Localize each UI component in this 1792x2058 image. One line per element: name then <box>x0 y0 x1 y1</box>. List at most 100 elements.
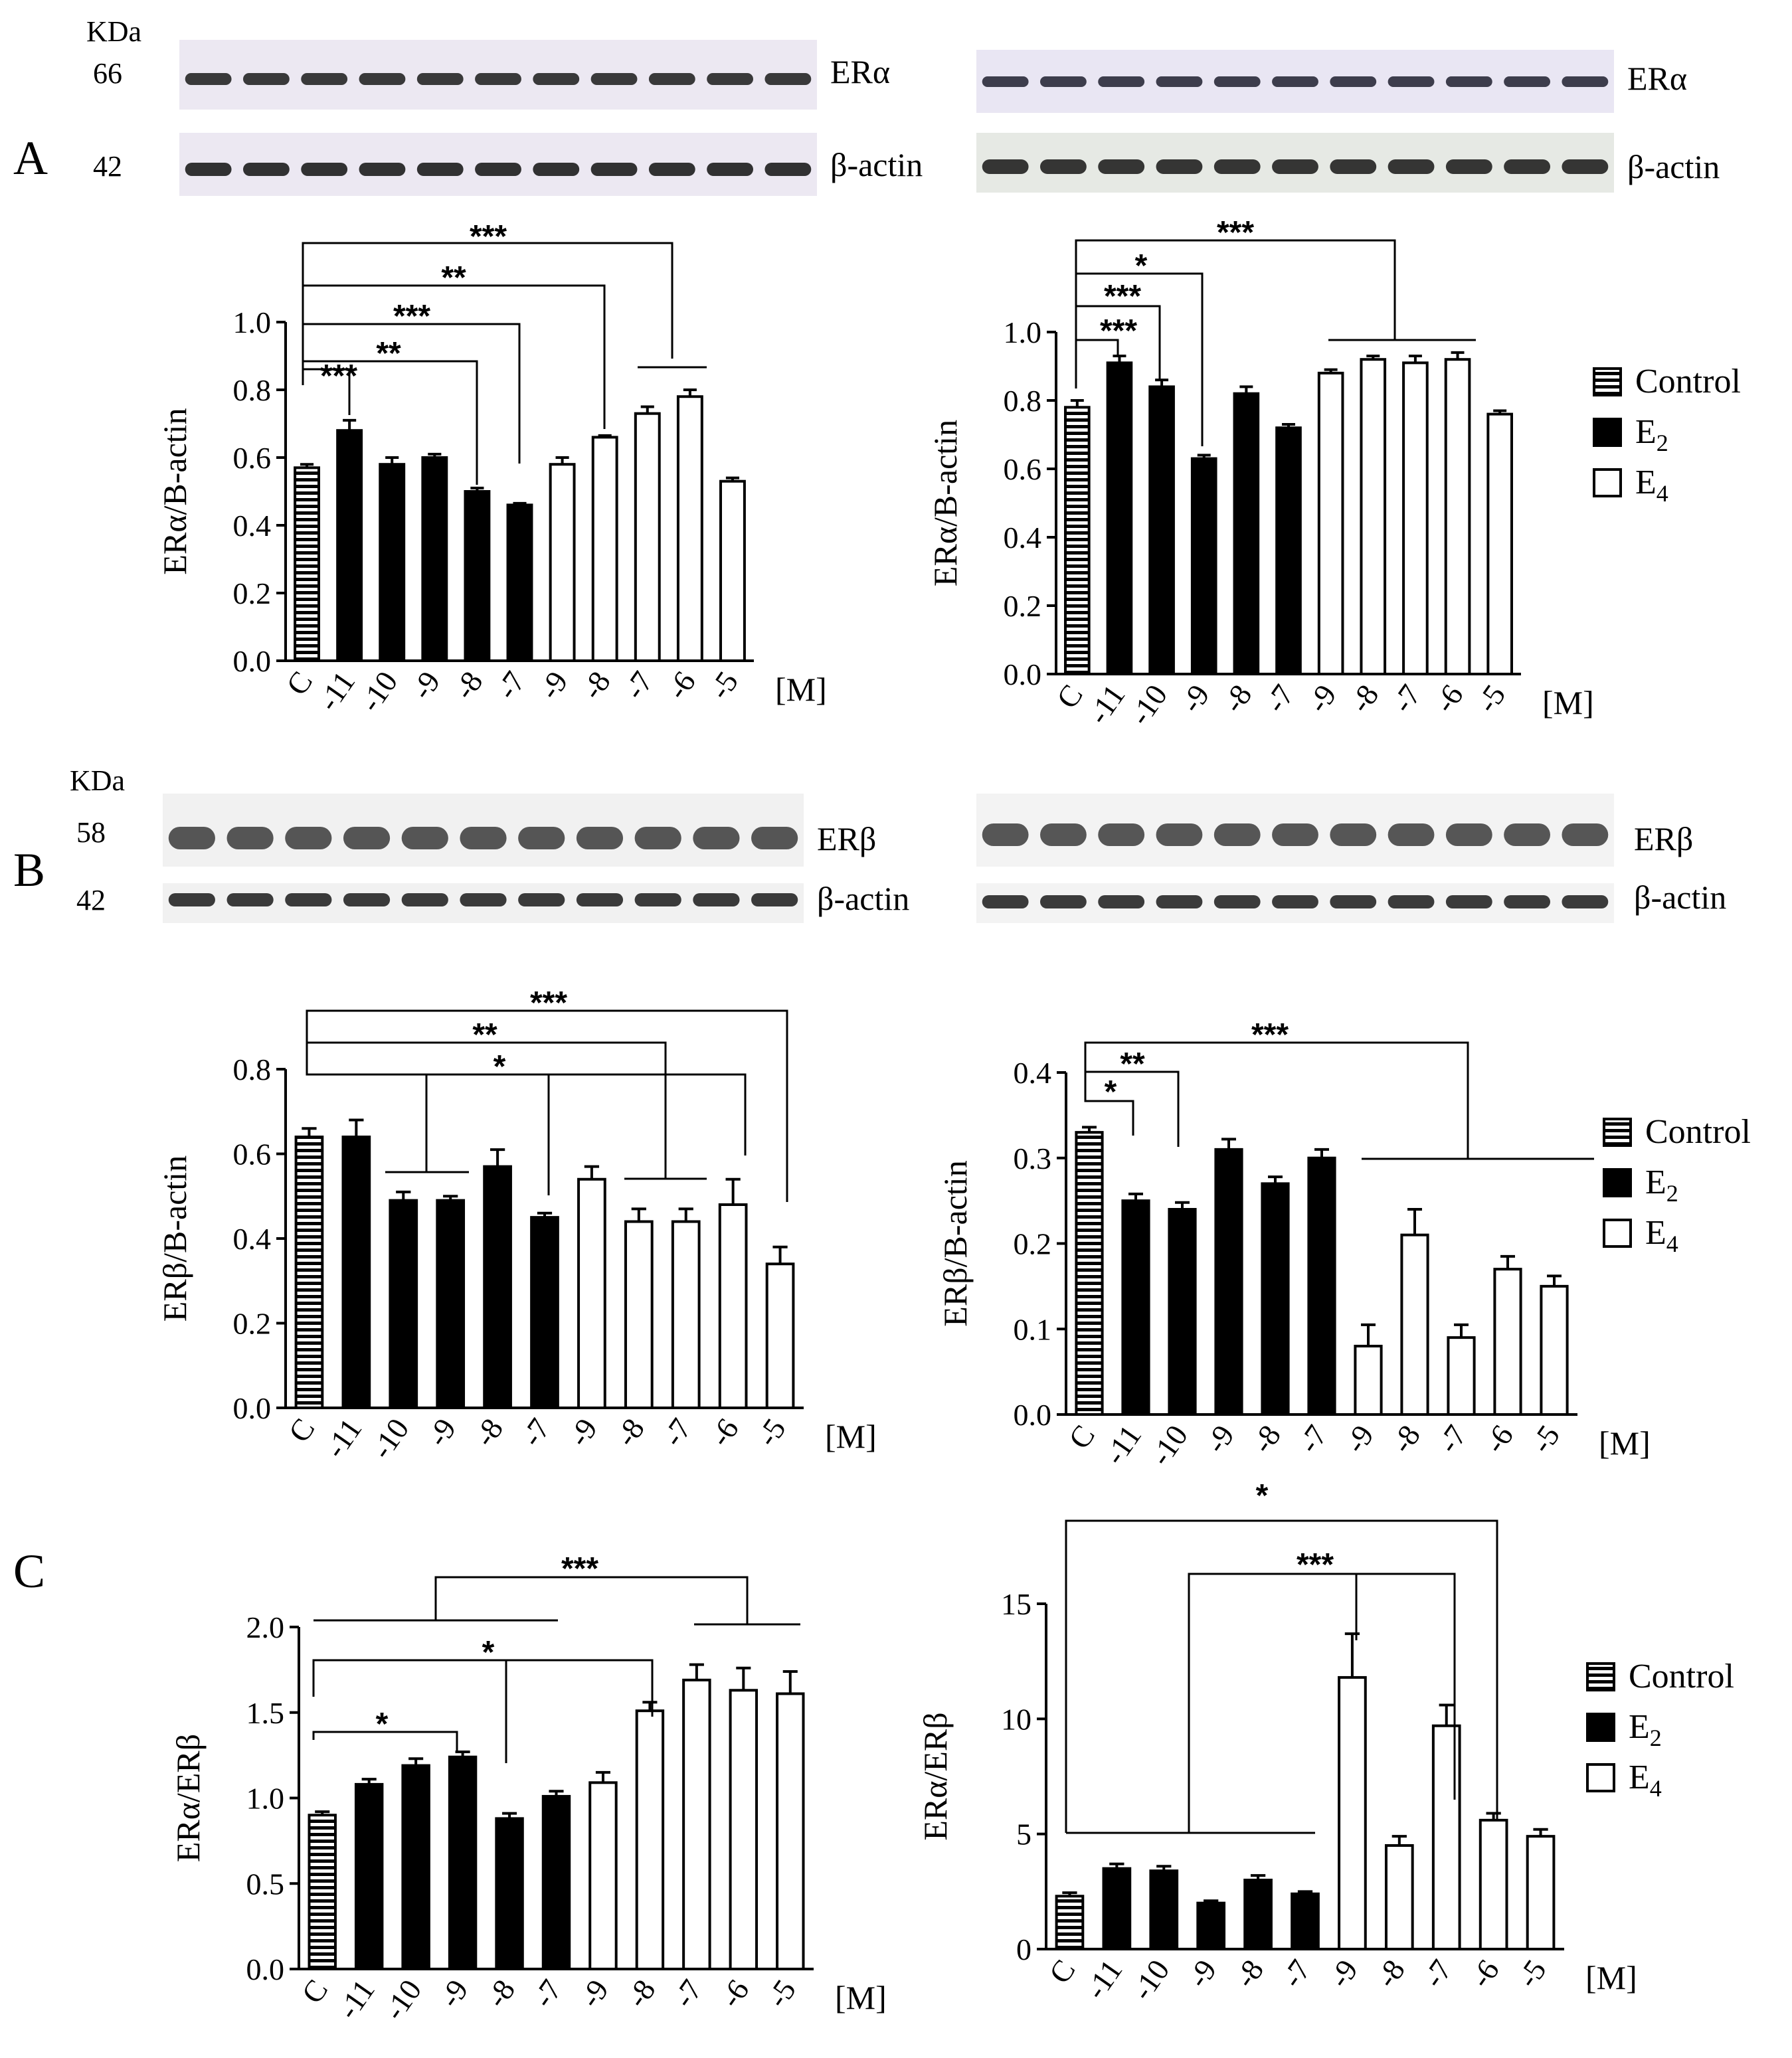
x-tick-label: -5 <box>702 665 745 705</box>
x-tick-label: -8 <box>608 1412 651 1452</box>
blot-band <box>1040 823 1087 846</box>
bands-top <box>185 73 812 85</box>
panel-label-c: C <box>13 1545 45 1598</box>
bar <box>1540 1284 1569 1416</box>
blot-band <box>590 163 638 176</box>
blot-band <box>1156 823 1203 846</box>
bar <box>1447 1336 1476 1416</box>
bar <box>591 436 618 663</box>
bar <box>729 1689 759 1970</box>
blot-band <box>243 163 290 176</box>
bar <box>1148 385 1175 676</box>
x-axis-label: [M] <box>775 671 827 708</box>
blot-band <box>168 893 215 906</box>
x-tick-label: -6 <box>1427 678 1470 719</box>
blot-band <box>982 76 1029 87</box>
bar <box>718 1203 748 1409</box>
sig-label: *** <box>1251 1017 1289 1053</box>
bar <box>1075 1131 1104 1416</box>
blot-band <box>343 827 391 849</box>
kda-bottom: 42 <box>76 884 106 916</box>
x-tick-label: -9 <box>573 1973 615 2014</box>
x-tick-label: -8 <box>1216 678 1259 719</box>
panel-label-b: B <box>13 843 45 897</box>
y-axis-label: ERβ/B-actin <box>156 1156 193 1322</box>
protein-bottom: β-actin <box>817 880 909 917</box>
y-tick-label: 1.0 <box>233 305 272 339</box>
y-axis-label: ERα/ERβ <box>169 1734 207 1862</box>
blot-band <box>1040 895 1087 908</box>
sig-label: * <box>1135 248 1148 284</box>
blot-band <box>518 893 565 906</box>
bar <box>354 1782 384 1970</box>
bar <box>1190 457 1217 675</box>
y-tick-label: 0.4 <box>1004 521 1042 555</box>
legend-subscript: 2 <box>1657 430 1668 456</box>
legend-subscript: 2 <box>1650 1725 1662 1751</box>
bar <box>421 456 448 662</box>
bar <box>1106 361 1133 675</box>
blot-band <box>416 163 464 176</box>
protein-top: ERβ <box>1634 820 1693 857</box>
bar <box>682 1678 711 1970</box>
bar <box>1261 1182 1290 1416</box>
legend-label: E4 <box>1635 464 1668 507</box>
bar <box>1233 392 1260 675</box>
blot-band <box>707 163 753 176</box>
blot-band <box>1272 823 1318 846</box>
bar <box>1478 1818 1508 1951</box>
x-tick-label: -9 <box>1181 1953 1223 1994</box>
x-tick-label: -10 <box>1125 1953 1176 2006</box>
blot-band <box>1562 159 1609 174</box>
blot-band <box>1098 159 1145 174</box>
x-tick-label: -8 <box>575 665 617 705</box>
legend-swatch <box>1593 418 1622 447</box>
x-tick-label: -11 <box>318 1412 369 1464</box>
bar <box>577 1177 606 1409</box>
bar <box>336 429 363 662</box>
x-axis-label: [M] <box>1542 684 1594 721</box>
bar <box>1168 1208 1197 1416</box>
legend-label: Control <box>1629 1658 1734 1695</box>
legend-swatch <box>1603 1219 1632 1248</box>
x-tick-label: -9 <box>420 1412 463 1452</box>
sig-label: ** <box>1120 1047 1145 1082</box>
blot-band <box>764 73 812 85</box>
blot-a-left: KDa 66 42 ERα β-actin <box>86 15 923 196</box>
bracket <box>312 1659 654 1717</box>
x-tick-label: -7 <box>514 1412 557 1452</box>
blot-band <box>401 827 448 849</box>
x-tick-label: -7 <box>1258 678 1300 719</box>
blot-band <box>1213 895 1261 908</box>
sig-label: ** <box>472 1017 497 1053</box>
y-tick-label: 5 <box>1016 1818 1031 1851</box>
blot-band <box>982 895 1029 908</box>
blot-band <box>590 73 638 85</box>
blot-band <box>764 163 812 176</box>
blot-band <box>576 827 624 849</box>
bracket <box>306 1041 667 1179</box>
x-tick-label: -7 <box>1275 1953 1317 1994</box>
x-tick-label: -9 <box>532 665 575 705</box>
blot-band <box>343 893 391 906</box>
y-tick-label: 0.8 <box>233 1053 272 1086</box>
protein-top: ERβ <box>817 820 876 857</box>
legend-label: Control <box>1645 1113 1751 1151</box>
bar <box>1275 426 1302 675</box>
x-axis-label: [M] <box>825 1418 877 1455</box>
y-axis-label: ERα/B-actin <box>927 420 964 586</box>
blot-band <box>982 159 1029 174</box>
blot-band <box>1562 895 1609 908</box>
legend-subscript: 4 <box>1666 1231 1678 1257</box>
sig-label: *** <box>1104 279 1141 314</box>
panel-label-a: A <box>13 131 48 185</box>
blot-band <box>1330 895 1377 908</box>
protein-top: ERα <box>1627 60 1687 97</box>
bar <box>1055 1895 1085 1950</box>
bar <box>765 1262 795 1409</box>
x-tick-label: -5 <box>1470 678 1512 719</box>
y-tick-label: 1.5 <box>246 1696 285 1730</box>
bar <box>1121 1199 1150 1416</box>
